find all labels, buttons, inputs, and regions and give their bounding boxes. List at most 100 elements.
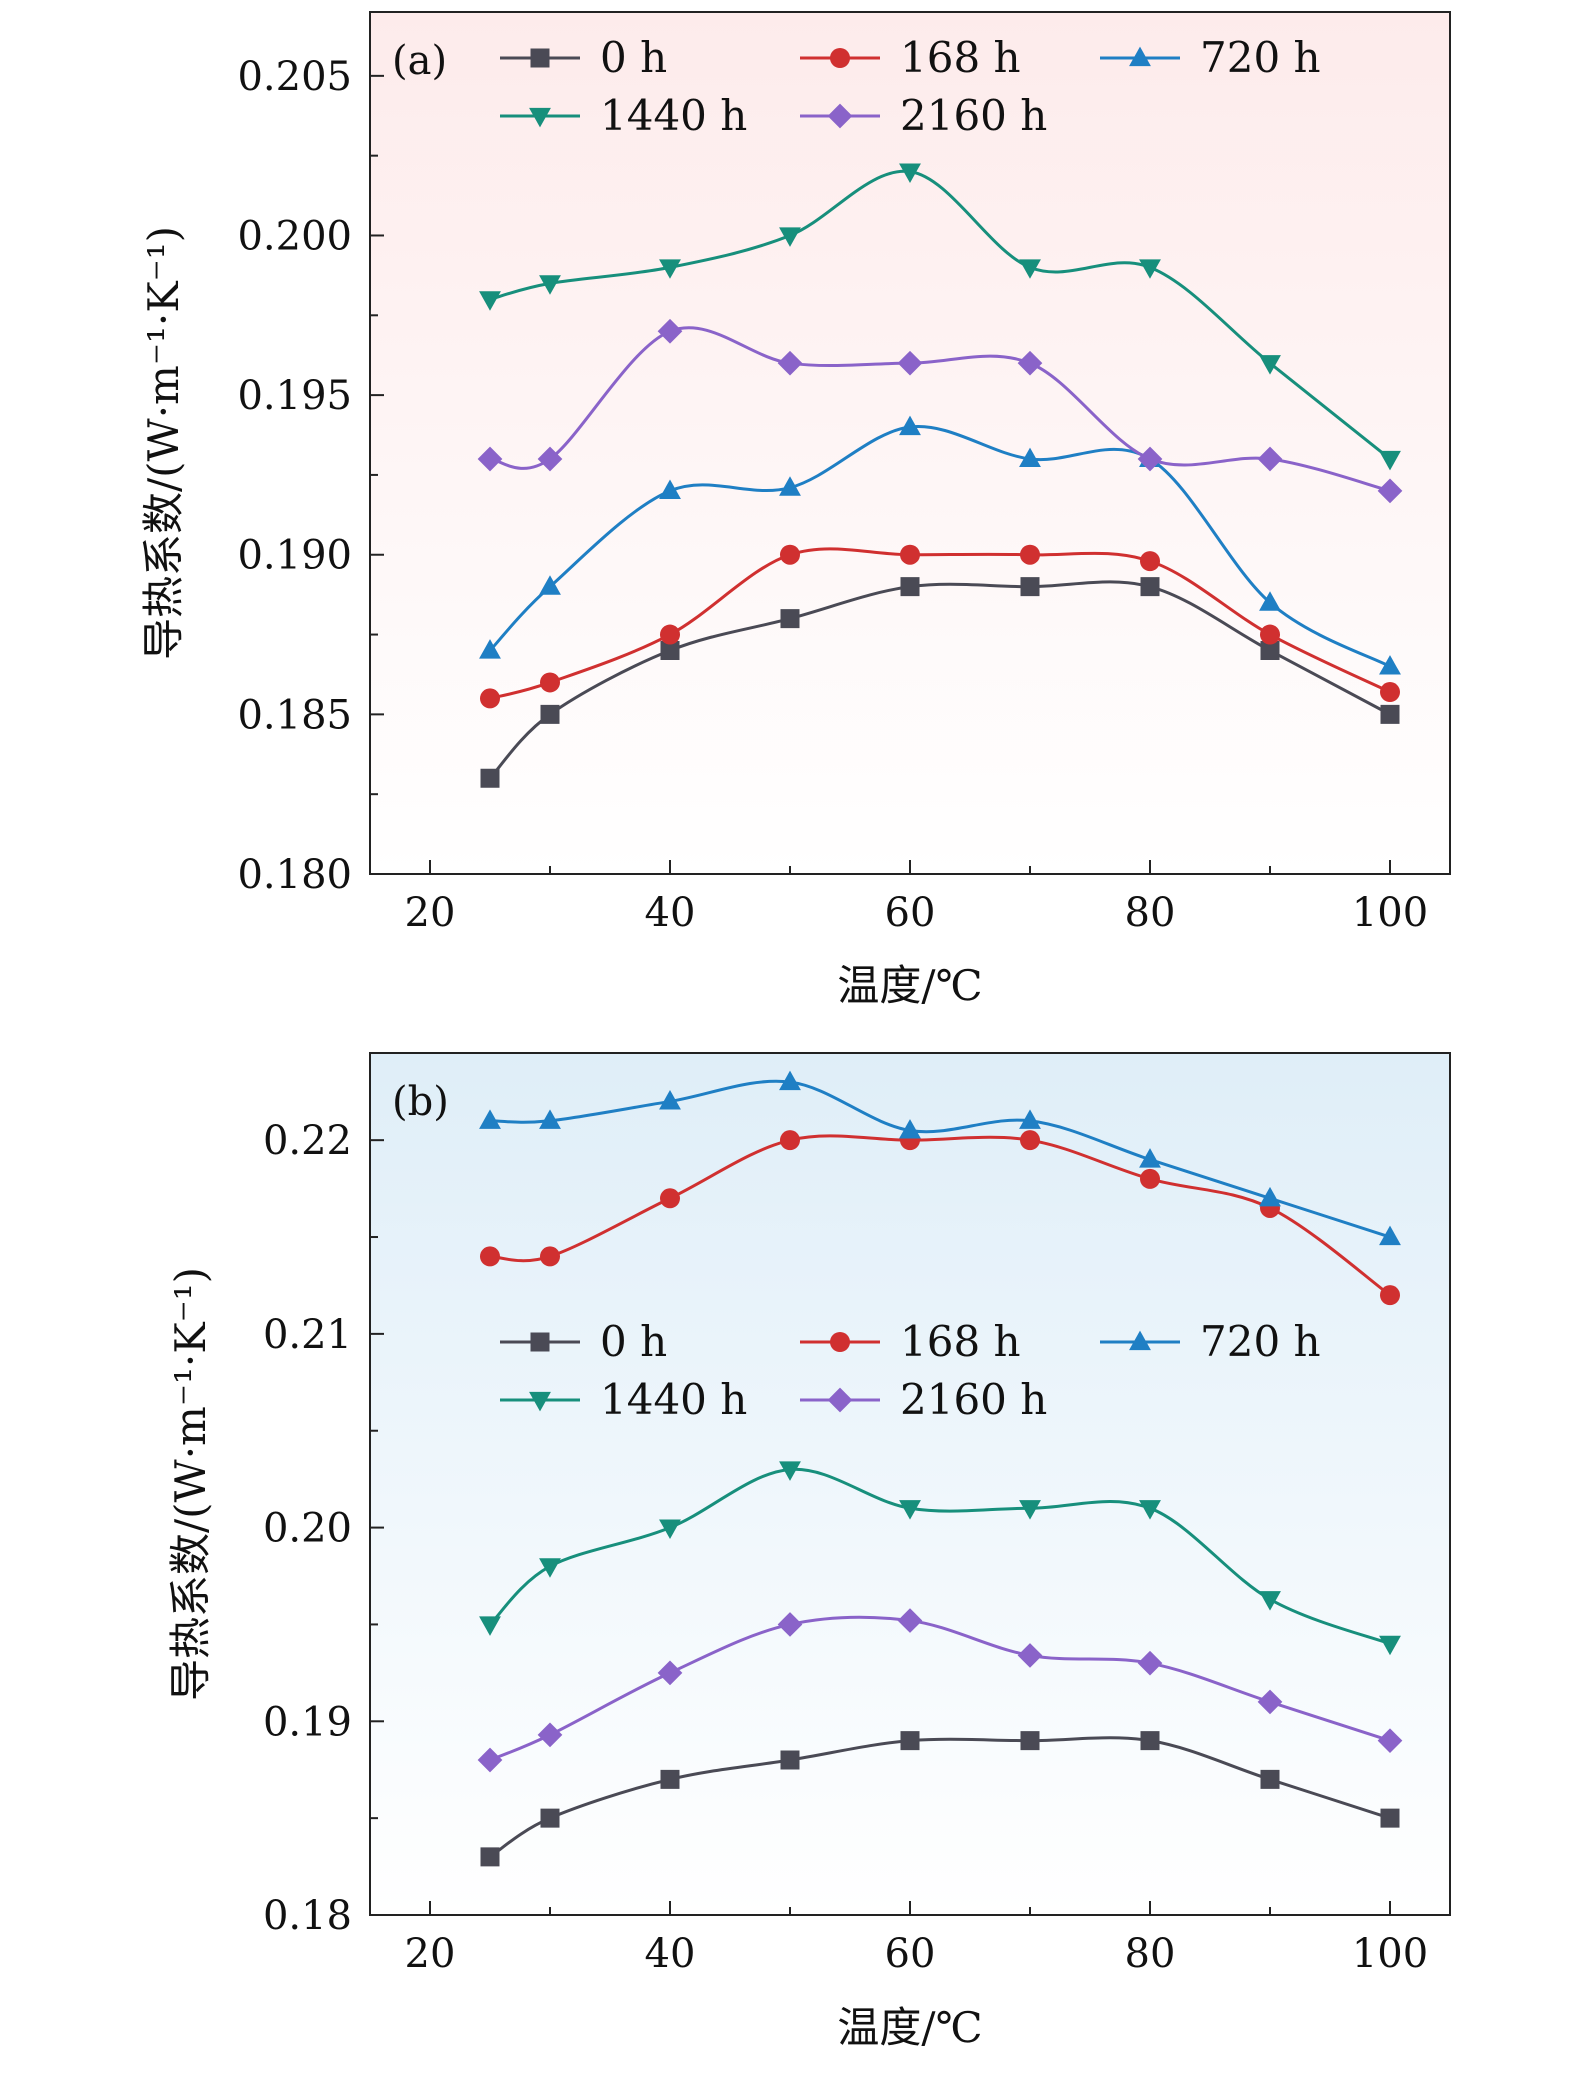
data-point xyxy=(660,1188,680,1209)
data-point xyxy=(897,350,923,376)
y-tick-label: 0.18 xyxy=(263,1893,352,1939)
data-point xyxy=(1019,259,1041,279)
x-axis-title: 温度/℃ xyxy=(837,2003,982,2052)
data-point xyxy=(1380,704,1400,724)
y-axis-title: 导热系数/(W·m⁻¹·K⁻¹) xyxy=(166,1267,215,1701)
data-point xyxy=(900,577,920,597)
y-tick-label: 0.205 xyxy=(237,54,352,100)
y-tick-label: 0.200 xyxy=(237,213,352,259)
legend-label: 168 h xyxy=(900,33,1021,82)
data-point xyxy=(1380,682,1400,703)
data-point xyxy=(539,275,561,295)
data-point xyxy=(899,1119,921,1139)
data-point xyxy=(777,350,803,376)
y-tick-label: 0.21 xyxy=(263,1312,352,1358)
data-point xyxy=(1260,624,1280,645)
data-point xyxy=(540,704,560,724)
legend-marker xyxy=(529,107,551,128)
data-point xyxy=(1379,1635,1401,1656)
data-point xyxy=(660,641,680,661)
data-point xyxy=(899,415,921,436)
legend-label: 1440 h xyxy=(600,1375,747,1424)
data-point xyxy=(1377,1728,1403,1754)
x-tick-label: 100 xyxy=(1352,1931,1428,1977)
data-point xyxy=(780,609,800,629)
legend-marker xyxy=(827,1387,853,1413)
data-point xyxy=(1020,544,1040,565)
data-point xyxy=(1137,446,1163,472)
data-point xyxy=(1380,1285,1400,1306)
data-point xyxy=(539,575,561,595)
legend-marker xyxy=(529,1391,551,1412)
legend-label: 720 h xyxy=(1200,33,1321,82)
data-point xyxy=(900,544,920,565)
data-point xyxy=(1257,1689,1283,1715)
data-point xyxy=(1140,577,1160,597)
series-0-h xyxy=(480,1731,1400,1867)
data-point xyxy=(1259,1186,1281,1207)
data-point xyxy=(660,624,680,645)
data-point xyxy=(779,227,801,247)
legend-label: 720 h xyxy=(1200,1317,1321,1366)
legend-label: 168 h xyxy=(900,1317,1021,1366)
legend-label: 0 h xyxy=(600,1317,667,1366)
x-tick-label: 60 xyxy=(885,1931,936,1977)
data-point xyxy=(1140,551,1160,572)
data-point xyxy=(1020,577,1040,597)
data-point xyxy=(899,1500,921,1520)
legend-item-2160-h: 2160 h xyxy=(800,1375,1047,1424)
x-tick-label: 80 xyxy=(1125,1931,1176,1977)
data-point xyxy=(1380,1808,1400,1828)
series-2160-h xyxy=(477,1608,1403,1773)
legend-marker xyxy=(830,48,850,68)
y-tick-label: 0.20 xyxy=(263,1506,352,1552)
data-point xyxy=(1139,1500,1161,1520)
y-tick-label: 0.190 xyxy=(237,533,352,579)
data-point xyxy=(1019,1109,1041,1129)
x-tick-label: 20 xyxy=(405,1931,456,1977)
legend-item-1440-h: 1440 h xyxy=(500,1375,747,1424)
data-point xyxy=(1017,1643,1043,1668)
data-point xyxy=(1140,1168,1160,1189)
data-point xyxy=(657,1660,683,1686)
panel-label: (a) xyxy=(392,38,447,84)
panel-b: 20 40 60 80 100 0.18 0.19 0.20 0.21 0.22 (b) 0 h 1… xyxy=(166,1052,1451,2052)
data-point xyxy=(659,1090,681,1110)
data-point xyxy=(1379,655,1401,675)
data-point xyxy=(1140,1731,1160,1751)
data-point xyxy=(1259,591,1281,611)
data-point xyxy=(779,476,801,496)
data-point xyxy=(1260,641,1280,661)
legend-label: 2160 h xyxy=(900,91,1047,140)
legend: 0 h 168 h 720 h 1440 h 2160 h xyxy=(500,1317,1321,1424)
data-point xyxy=(540,1246,560,1267)
data-point xyxy=(479,291,501,311)
data-point xyxy=(1259,1591,1281,1611)
data-point xyxy=(660,1769,680,1789)
data-point xyxy=(897,1608,923,1633)
series-168-h xyxy=(480,544,1400,709)
data-point xyxy=(777,1612,803,1637)
data-point xyxy=(659,259,681,279)
data-point xyxy=(657,318,683,344)
data-point xyxy=(1017,350,1043,376)
legend: 0 h 168 h 720 h 1440 h 2160 h xyxy=(500,33,1321,140)
data-point xyxy=(1257,446,1283,472)
data-point xyxy=(659,479,681,499)
data-point xyxy=(659,1519,681,1539)
series-720-h xyxy=(479,415,1401,675)
data-point xyxy=(780,1750,800,1770)
panel-a: 20 40 60 80 100 0.180 0.185 0.190 0.195 0.200 0.20… xyxy=(139,11,1451,1010)
legend-label: 0 h xyxy=(600,33,667,82)
legend-item-168-h: 168 h xyxy=(800,33,1021,82)
legend-item-0-h: 0 h xyxy=(500,33,667,82)
data-point xyxy=(480,688,500,709)
data-point xyxy=(1020,1130,1040,1151)
data-point xyxy=(1020,1731,1040,1751)
x-tick-label: 100 xyxy=(1352,890,1428,936)
data-point xyxy=(1379,450,1401,471)
x-tick-label: 40 xyxy=(645,890,696,936)
legend-marker xyxy=(1129,1330,1151,1351)
data-point xyxy=(1260,1769,1280,1789)
